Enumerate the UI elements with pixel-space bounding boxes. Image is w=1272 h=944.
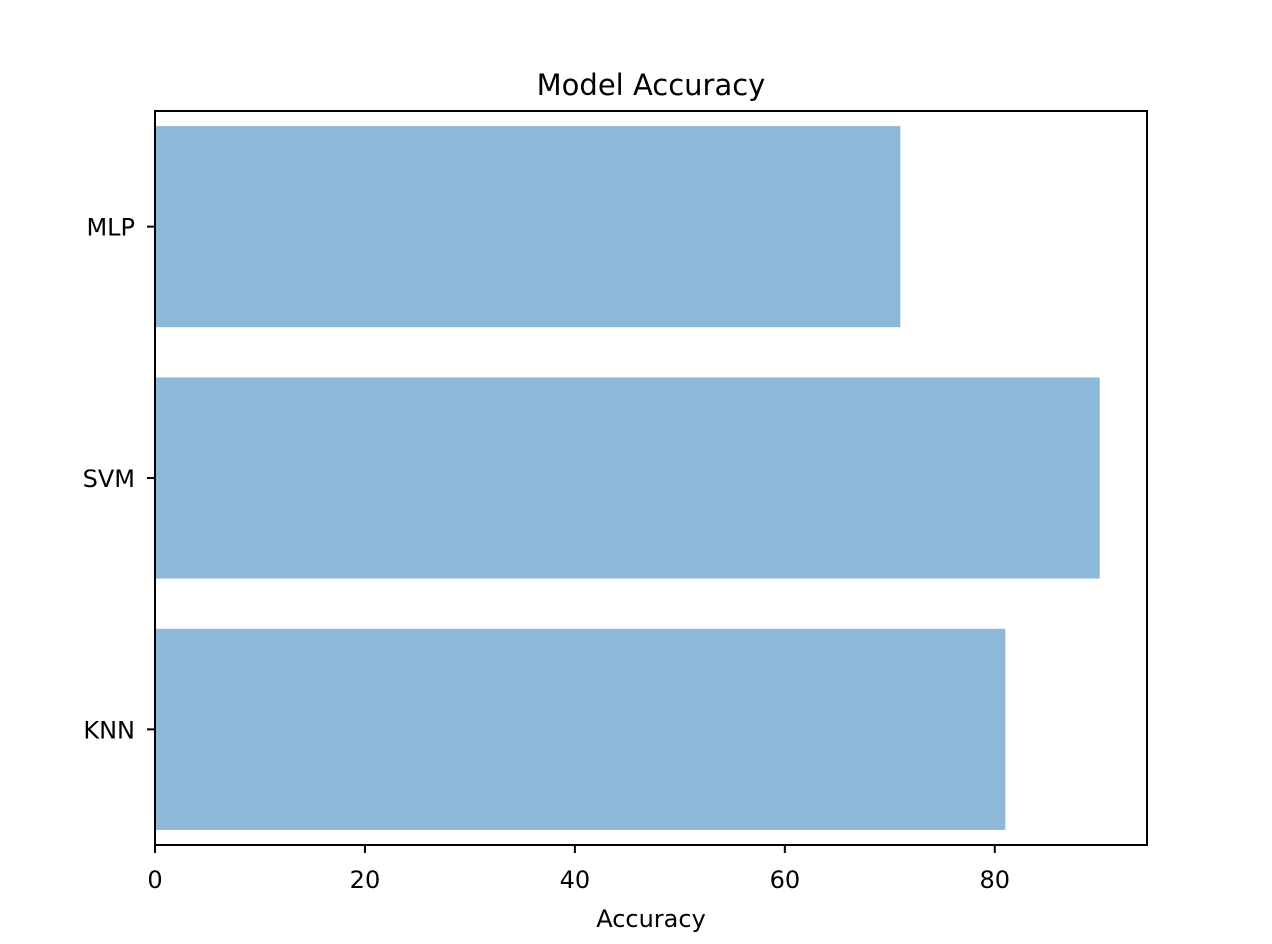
x-tick-label: 20 [350,866,381,894]
y-tick-label: MLP [86,214,135,242]
x-tick-label: 40 [560,866,591,894]
x-axis-label: Accuracy [596,905,706,933]
bars-group [155,126,1100,830]
plot-frame [154,110,1148,846]
x-tick-label: 80 [980,866,1011,894]
bar-knn [155,628,1006,830]
x-axis-ticks: 0 20 40 60 80 [147,845,1010,894]
y-axis-ticks: KNN SVM MLP [83,214,155,744]
bar-svm [155,377,1100,579]
y-tick-label: KNN [83,716,135,744]
chart-title: Model Accuracy [537,68,766,102]
x-tick-label: 60 [770,866,801,894]
x-tick-label: 0 [147,866,162,894]
y-tick-label: SVM [83,465,135,493]
bar-mlp [155,126,901,328]
